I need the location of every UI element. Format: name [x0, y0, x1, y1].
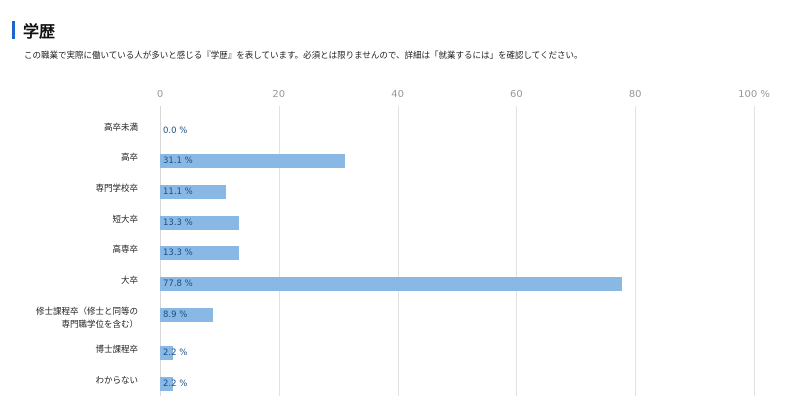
x-tick-label: 40: [391, 89, 404, 100]
category-label: わからない: [95, 376, 138, 386]
section-header: 学歴: [12, 20, 56, 41]
section-description: この職業で実際に働いている人が多いと感じる『学歴』を表しています。必須とは限りま…: [24, 51, 583, 61]
bar: [160, 346, 174, 360]
category-label: 博士課程卒: [95, 345, 138, 355]
category-label: 大卒: [120, 276, 138, 286]
gridline: [516, 106, 517, 396]
bar-value-label: 0.0 %: [163, 126, 188, 136]
bar-value-label: 2.2 %: [163, 348, 188, 358]
category-label: 短大卒: [112, 215, 138, 225]
gridline: [279, 106, 280, 396]
category-label: 高卒未満: [103, 123, 138, 133]
bar: [160, 185, 226, 199]
page-title: 学歴: [23, 22, 56, 41]
bar: [160, 277, 623, 291]
category-label: 高専卒: [112, 245, 138, 255]
bar-value-label: 13.3 %: [163, 218, 193, 228]
bar: [160, 216, 239, 230]
x-tick-label: 20: [272, 89, 286, 100]
category-label: 高卒: [120, 153, 138, 163]
bar: [160, 308, 213, 322]
bar-value-label: 31.1 %: [163, 156, 193, 166]
x-tick-label: 0: [156, 89, 164, 100]
bar-value-label: 2.2 %: [163, 379, 188, 389]
category-label: 修士課程卒（修士と同等の 専門職学位を含む）: [35, 307, 138, 330]
title-accent-bar: [12, 21, 15, 39]
x-tick-label: 80: [628, 89, 642, 100]
x-tick-label: 60: [510, 89, 523, 100]
gridline: [635, 106, 636, 396]
bar-value-label: 77.8 %: [163, 279, 193, 289]
bar-value-label: 13.3 %: [163, 248, 193, 258]
gridline: [754, 106, 755, 396]
bar-value-label: 8.9 %: [163, 310, 188, 320]
x-tick-label: 100 %: [738, 89, 770, 100]
bar: [160, 246, 239, 260]
category-label: 専門学校卒: [95, 184, 138, 194]
gridline: [398, 106, 399, 396]
bar: [160, 377, 174, 391]
bar-value-label: 11.1 %: [163, 187, 193, 197]
bar: [160, 154, 345, 168]
